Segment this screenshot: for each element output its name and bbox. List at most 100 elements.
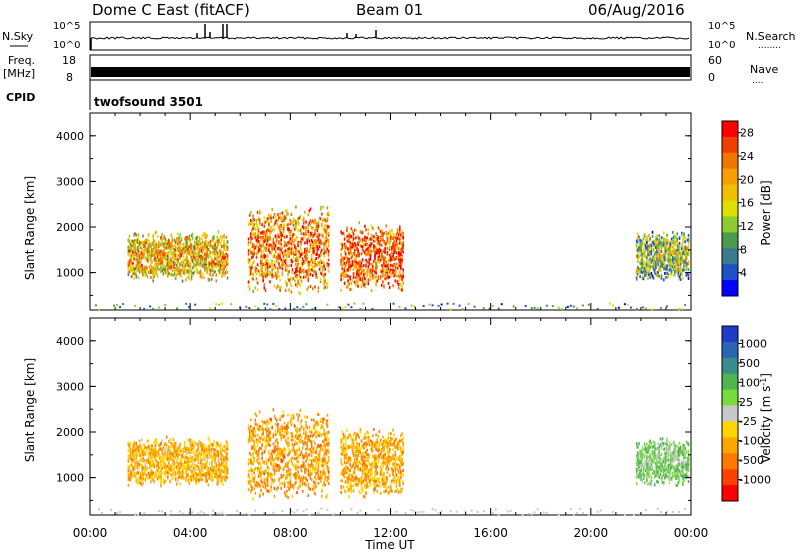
scatter-cell	[140, 476, 142, 480]
ground-scatter-cell	[629, 306, 632, 309]
scatter-cell	[182, 447, 185, 451]
scatter-cell	[218, 460, 221, 464]
scatter-cell	[308, 262, 311, 266]
scatter-cell	[163, 250, 166, 254]
scatter-cell	[191, 462, 194, 466]
scatter-cell	[347, 268, 349, 272]
scatter-cell	[143, 244, 145, 248]
scatter-cell	[368, 270, 371, 274]
scatter-cell	[153, 455, 156, 459]
scatter-cell	[373, 275, 375, 279]
scatter-cell	[134, 253, 136, 256]
scatter-cell	[301, 263, 304, 267]
scatter-cell	[291, 277, 294, 281]
scatter-cell	[214, 458, 216, 462]
scatter-cell	[252, 252, 254, 256]
scatter-cell	[194, 441, 196, 445]
scatter-cell	[248, 265, 251, 269]
scatter-cell	[214, 475, 216, 478]
scatter-cell	[190, 451, 193, 455]
scatter-cell	[130, 249, 133, 253]
scatter-cell	[360, 261, 363, 265]
scatter-cell	[343, 266, 346, 270]
scatter-cell	[363, 238, 365, 241]
scatter-cell	[275, 258, 278, 261]
nave-tick-bottom: 0	[708, 71, 715, 84]
scatter-cell	[683, 232, 685, 236]
scatter-cell	[665, 238, 667, 241]
scatter-cell	[140, 474, 142, 478]
scatter-cell	[400, 264, 402, 268]
ground-scatter-cell	[623, 303, 626, 306]
scatter-cell	[152, 234, 154, 238]
scatter-cell	[327, 211, 330, 215]
scatter-cell	[291, 238, 294, 241]
scatter-cell	[167, 453, 169, 457]
scatter-cell	[248, 222, 251, 225]
scatter-cell	[640, 239, 642, 243]
scatter-cell	[171, 244, 174, 248]
ground-scatter-cell	[266, 303, 269, 306]
scatter-cell	[185, 258, 187, 262]
scatter-cell	[144, 471, 147, 475]
scatter-cell	[350, 287, 353, 291]
scatter-cell	[375, 251, 377, 255]
ground-scatter-cell	[428, 303, 431, 306]
scatter-cell	[664, 246, 666, 250]
scatter-cell	[207, 448, 210, 452]
scatter-cell	[346, 245, 348, 249]
colorbar-tick-label: 16	[740, 197, 754, 210]
scatter-cell	[136, 247, 139, 251]
scatter-cell	[152, 251, 154, 255]
ground-scatter-cell	[461, 308, 464, 311]
scatter-cell	[161, 471, 163, 475]
scatter-cell	[195, 453, 197, 457]
scatter-cell	[255, 237, 258, 241]
scatter-cell	[312, 265, 314, 269]
scatter-cell	[137, 462, 140, 466]
scatter-cell	[300, 242, 303, 246]
scatter-cell	[664, 256, 666, 260]
scatter-cell	[650, 247, 653, 250]
scatter-cell	[221, 261, 223, 265]
ground-scatter-cell	[560, 308, 563, 311]
scatter-cell	[203, 445, 205, 449]
scatter-cell	[348, 282, 350, 286]
scatter-cell	[356, 246, 358, 250]
scatter-cell	[204, 452, 206, 456]
scatter-cell	[350, 264, 353, 268]
ground-scatter-cell	[572, 305, 575, 308]
scatter-cell	[390, 263, 392, 267]
scatter-cell	[155, 260, 158, 264]
scatter-cell	[168, 459, 170, 463]
scatter-cell	[187, 258, 189, 262]
scatter-cell	[182, 467, 185, 471]
scatter-cell	[274, 219, 277, 223]
scatter-cell	[176, 273, 178, 277]
scatter-cell	[659, 268, 662, 272]
scatter-cell	[661, 262, 664, 266]
scatter-cell	[225, 463, 228, 467]
scatter-cell	[356, 278, 358, 282]
scatter-cell	[225, 455, 228, 459]
scatter-cell	[187, 260, 189, 264]
scatter-cell	[185, 249, 187, 253]
scatter-cell	[399, 264, 401, 268]
scatter-cell	[295, 205, 297, 209]
scatter-cell	[195, 442, 197, 446]
scatter-cell	[129, 258, 132, 262]
scatter-cell	[250, 458, 252, 462]
scatter-cell	[168, 464, 170, 467]
scatter-cell	[686, 264, 689, 268]
scatter-cell	[135, 450, 138, 454]
scatter-cell	[290, 244, 293, 248]
scatter-cell	[261, 231, 263, 235]
scatter-cell	[279, 254, 281, 258]
ground-scatter-cell	[293, 307, 296, 310]
scatter-cell	[309, 260, 312, 264]
scatter-cell	[183, 457, 186, 461]
scatter-cell	[207, 444, 210, 448]
scatter-cell	[388, 247, 391, 251]
scatter-cell	[171, 476, 174, 480]
